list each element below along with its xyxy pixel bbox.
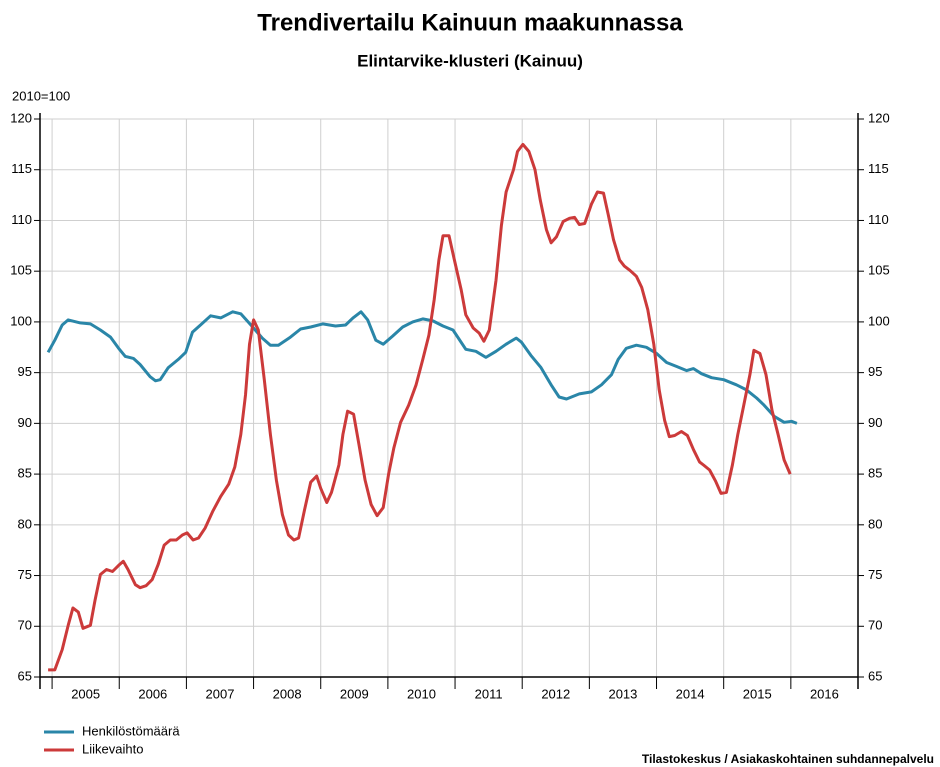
y-tick-label: 75 — [18, 567, 32, 582]
x-tick-label: 2006 — [138, 686, 167, 701]
x-tick-label: 2014 — [676, 686, 705, 701]
y-tick-label: 115 — [11, 161, 32, 176]
legend-label: Henkilöstömäärä — [82, 723, 180, 738]
x-tick-label: 2008 — [273, 686, 302, 701]
y2-tick-label: 110 — [868, 212, 889, 227]
y2-tick-label: 90 — [868, 415, 882, 430]
y2-tick-label: 75 — [868, 567, 882, 582]
y2-tick-label: 100 — [868, 313, 890, 328]
y-tick-label: 65 — [18, 668, 32, 683]
y2-tick-label: 105 — [868, 263, 890, 278]
x-tick-label: 2009 — [340, 686, 369, 701]
y-tick-label: 85 — [18, 466, 32, 481]
x-tick-label: 2007 — [206, 686, 235, 701]
y-tick-label: 105 — [10, 263, 32, 278]
x-tick-label: 2011 — [475, 686, 503, 701]
y-tick-label: 100 — [10, 313, 32, 328]
y-tick-label: 80 — [18, 516, 32, 531]
series-line — [48, 142, 792, 672]
x-tick-label: 2015 — [743, 686, 772, 701]
x-tick-label: 2012 — [541, 686, 570, 701]
y2-tick-label: 95 — [868, 364, 882, 379]
y2-tick-label: 70 — [868, 618, 882, 633]
series-line — [46, 310, 798, 425]
y2-tick-label: 120 — [868, 110, 890, 125]
y-tick-label: 95 — [18, 364, 32, 379]
y-tick-label: 90 — [18, 415, 32, 430]
y-tick-label: 110 — [11, 212, 32, 227]
x-tick-label: 2013 — [608, 686, 637, 701]
x-tick-label: 2010 — [407, 686, 436, 701]
y2-tick-label: 85 — [868, 466, 882, 481]
y-tick-label: 70 — [18, 618, 32, 633]
y2-tick-label: 65 — [868, 668, 882, 683]
y2-tick-label: 115 — [868, 161, 889, 176]
y-axis-label: 2010=100 — [12, 88, 70, 103]
y2-tick-label: 80 — [868, 516, 882, 531]
chart-subtitle: Elintarvike-klusteri (Kainuu) — [357, 51, 583, 70]
chart-title: Trendivertailu Kainuun maakunnassa — [257, 9, 683, 36]
y-tick-label: 120 — [10, 110, 32, 125]
x-tick-label: 2016 — [810, 686, 839, 701]
x-tick-label: 2005 — [71, 686, 100, 701]
legend-label: Liikevaihto — [82, 741, 143, 756]
source: Tilastokeskus / Asiakaskohtainen suhdann… — [642, 752, 934, 766]
